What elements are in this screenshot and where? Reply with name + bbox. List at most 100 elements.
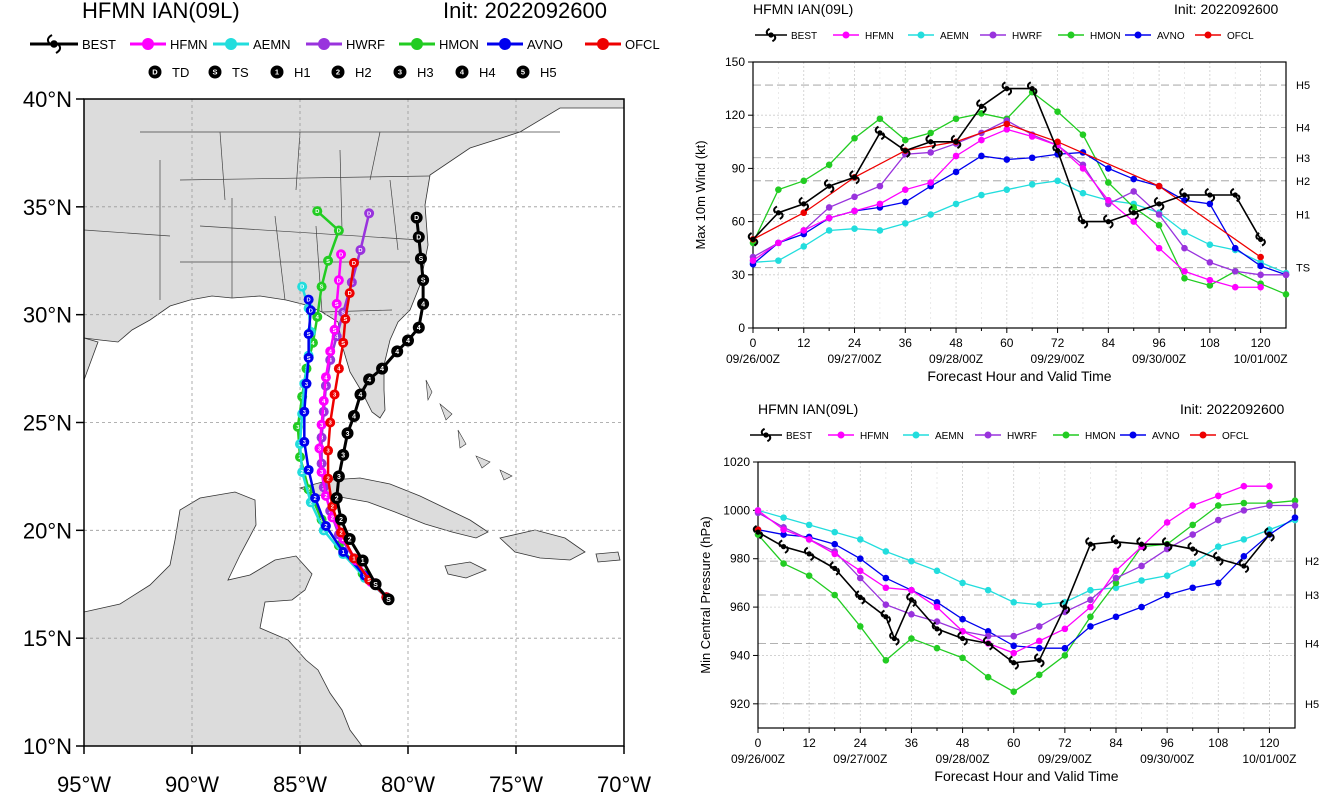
y-tick-label: 960 bbox=[730, 600, 750, 614]
svg-text:1: 1 bbox=[275, 68, 279, 77]
series-hmon bbox=[754, 497, 1299, 696]
data-point bbox=[831, 591, 839, 599]
svg-text:3: 3 bbox=[329, 421, 332, 427]
yucatan-land bbox=[84, 491, 363, 746]
data-point bbox=[1181, 228, 1188, 236]
legend-hmon: HMON bbox=[399, 37, 479, 52]
x-tick-label: 96 bbox=[1160, 736, 1174, 750]
chart-axes: 0 12 24 36 48 60 72 84 96 108 120 09/26/00Z 09/27/00… bbox=[723, 455, 1296, 766]
data-point bbox=[1061, 625, 1069, 633]
svg-text:2: 2 bbox=[307, 468, 310, 474]
svg-text:4: 4 bbox=[335, 334, 339, 340]
data-point bbox=[933, 644, 941, 652]
track-point: S bbox=[329, 324, 340, 335]
track-map-panel: HFMN IAN(09L) Init: 2022092600 BEST HFMN A… bbox=[23, 0, 660, 797]
svg-text:AVNO: AVNO bbox=[1157, 31, 1185, 42]
data-point bbox=[851, 225, 858, 232]
intensity-h3: 3 H3 bbox=[393, 65, 434, 80]
data-point bbox=[933, 603, 941, 611]
data-point bbox=[1181, 244, 1188, 252]
data-point bbox=[978, 136, 985, 144]
data-point bbox=[976, 99, 987, 114]
track-ofcl: SS12223334SSDD bbox=[323, 257, 392, 603]
svg-text:4: 4 bbox=[359, 392, 363, 399]
data-point bbox=[1105, 165, 1112, 172]
y-tick-label: 920 bbox=[730, 697, 750, 711]
svg-text:H1: H1 bbox=[294, 65, 311, 80]
data-point bbox=[927, 179, 934, 186]
lon-label: 70°W bbox=[597, 772, 651, 797]
data-point bbox=[1112, 613, 1120, 621]
chart-legend-avno: AVNO bbox=[1120, 431, 1180, 442]
svg-text:OFCL: OFCL bbox=[1227, 31, 1254, 42]
svg-text:BEST: BEST bbox=[786, 431, 812, 442]
category-label: H5 bbox=[1305, 699, 1319, 711]
svg-text:AEMN: AEMN bbox=[935, 431, 964, 442]
svg-text:D: D bbox=[416, 235, 421, 242]
intensity-legend: D TD S TS 1 H1 2 H2 3 H3 4 H4 5 H5 bbox=[148, 65, 557, 80]
track-point: D bbox=[333, 225, 344, 236]
data-point bbox=[800, 177, 808, 185]
data-point bbox=[775, 239, 782, 247]
x-tick-label: 48 bbox=[949, 336, 963, 350]
data-point bbox=[1240, 482, 1248, 490]
data-point bbox=[1110, 534, 1122, 549]
data-point bbox=[908, 586, 915, 594]
data-point bbox=[1112, 567, 1120, 575]
data-point bbox=[982, 636, 994, 651]
data-point bbox=[882, 574, 890, 582]
data-point bbox=[1163, 519, 1171, 526]
legend-aemn: AEMN bbox=[213, 37, 291, 52]
svg-text:OFCL: OFCL bbox=[625, 37, 660, 52]
x-tick-label: 84 bbox=[1102, 336, 1116, 350]
chart-legend-best: BEST bbox=[755, 27, 817, 43]
category-label: H4 bbox=[1296, 123, 1310, 135]
data-point bbox=[1003, 156, 1011, 163]
track-point: 3 bbox=[323, 445, 334, 456]
svg-text:H4: H4 bbox=[479, 65, 496, 80]
data-point bbox=[984, 627, 992, 635]
x-axis-title: Forecast Hour and Valid Time bbox=[927, 368, 1111, 384]
track-point: S bbox=[303, 329, 314, 340]
data-point bbox=[1035, 637, 1043, 645]
track-point: 2 bbox=[335, 513, 348, 526]
data-point bbox=[780, 514, 787, 521]
data-point bbox=[1010, 642, 1018, 650]
svg-text:D: D bbox=[300, 285, 304, 291]
data-point bbox=[825, 204, 833, 211]
data-point bbox=[1155, 244, 1163, 252]
data-point bbox=[901, 136, 909, 144]
svg-text:HMON: HMON bbox=[1090, 31, 1121, 42]
category-label: TS bbox=[1296, 263, 1310, 275]
svg-text:3: 3 bbox=[305, 382, 308, 388]
y-tick-label: 0 bbox=[738, 321, 745, 335]
intensity-badge-icon: S bbox=[208, 65, 222, 79]
series-best bbox=[752, 524, 1275, 670]
chart-legend-aemn: AEMN bbox=[903, 431, 964, 442]
data-point bbox=[959, 654, 966, 662]
track-point: D bbox=[364, 208, 375, 219]
svg-text:3: 3 bbox=[341, 452, 345, 459]
svg-text:S: S bbox=[367, 578, 371, 584]
svg-text:S: S bbox=[386, 597, 391, 604]
svg-text:S: S bbox=[363, 574, 367, 580]
track-point: D bbox=[412, 231, 425, 244]
intensity-badge-icon: 3 bbox=[393, 65, 407, 79]
svg-text:S: S bbox=[341, 341, 345, 347]
x-tick-label: 60 bbox=[1000, 336, 1014, 350]
track-point: 2 bbox=[310, 492, 321, 503]
pressure-chart-svg: HFMN IAN(09L) Init: 2022092600 BEST HFMN AEM… bbox=[698, 401, 1319, 784]
svg-text:3: 3 bbox=[320, 423, 323, 429]
data-point bbox=[978, 152, 985, 160]
svg-text:2: 2 bbox=[336, 68, 340, 77]
track-point: S bbox=[382, 593, 395, 606]
category-label: H3 bbox=[1305, 590, 1319, 602]
data-point bbox=[876, 227, 884, 234]
data-point bbox=[829, 561, 840, 576]
x-tick-label: 24 bbox=[854, 736, 868, 750]
track-point: 3 bbox=[341, 427, 354, 440]
svg-text:2: 2 bbox=[314, 496, 317, 502]
svg-text:3: 3 bbox=[298, 442, 301, 448]
svg-text:4: 4 bbox=[311, 341, 315, 347]
